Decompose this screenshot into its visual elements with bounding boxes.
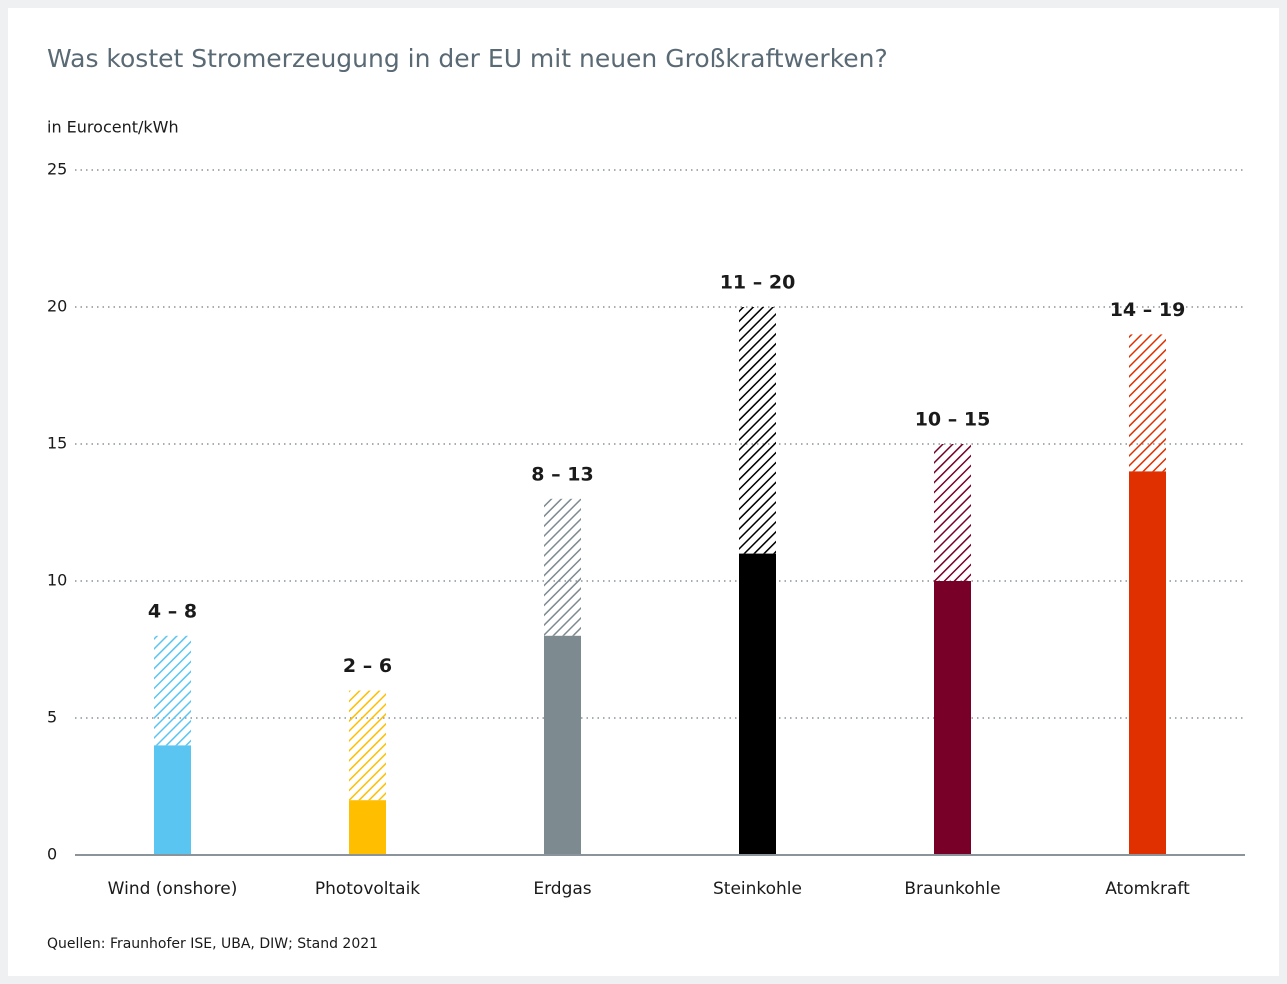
value-label: 2 – 6	[343, 655, 392, 677]
bar-range	[544, 498, 581, 636]
y-tick-label: 15	[47, 434, 67, 453]
x-tick-label: Braunkohle	[904, 879, 1000, 899]
value-label: 14 – 19	[1110, 299, 1186, 321]
value-label: 8 – 13	[531, 463, 593, 485]
value-label: 10 – 15	[915, 409, 991, 431]
bar-low	[1129, 471, 1166, 855]
bar-range	[1129, 334, 1166, 472]
bar-low	[544, 635, 581, 855]
panel	[8, 8, 1279, 976]
x-tick-label: Photovoltaik	[315, 879, 420, 899]
x-tick-label: Erdgas	[533, 879, 591, 899]
y-axis-label: in Eurocent/kWh	[47, 118, 179, 137]
y-tick-label: 25	[47, 160, 67, 179]
value-label: 4 – 8	[148, 600, 197, 622]
bar-range	[349, 690, 386, 801]
y-tick-label: 5	[47, 708, 57, 727]
y-tick-label: 0	[47, 845, 57, 864]
x-tick-label: Steinkohle	[713, 879, 802, 899]
x-tick-label: Wind (onshore)	[108, 879, 238, 899]
chart-title: Was kostet Stromerzeugung in der EU mit …	[47, 44, 888, 73]
bar-low	[934, 581, 971, 855]
bar-range	[154, 635, 191, 746]
bar-low	[349, 800, 386, 855]
y-tick-label: 10	[47, 571, 67, 590]
y-tick-label: 20	[47, 297, 67, 316]
bar-low	[739, 553, 776, 855]
bar-range	[934, 444, 971, 581]
bar-low	[154, 745, 191, 855]
bar-range	[739, 307, 776, 554]
value-label: 11 – 20	[720, 272, 796, 294]
x-tick-label: Atomkraft	[1105, 879, 1190, 899]
source: Quellen: Fraunhofer ISE, UBA, DIW; Stand…	[47, 936, 378, 952]
